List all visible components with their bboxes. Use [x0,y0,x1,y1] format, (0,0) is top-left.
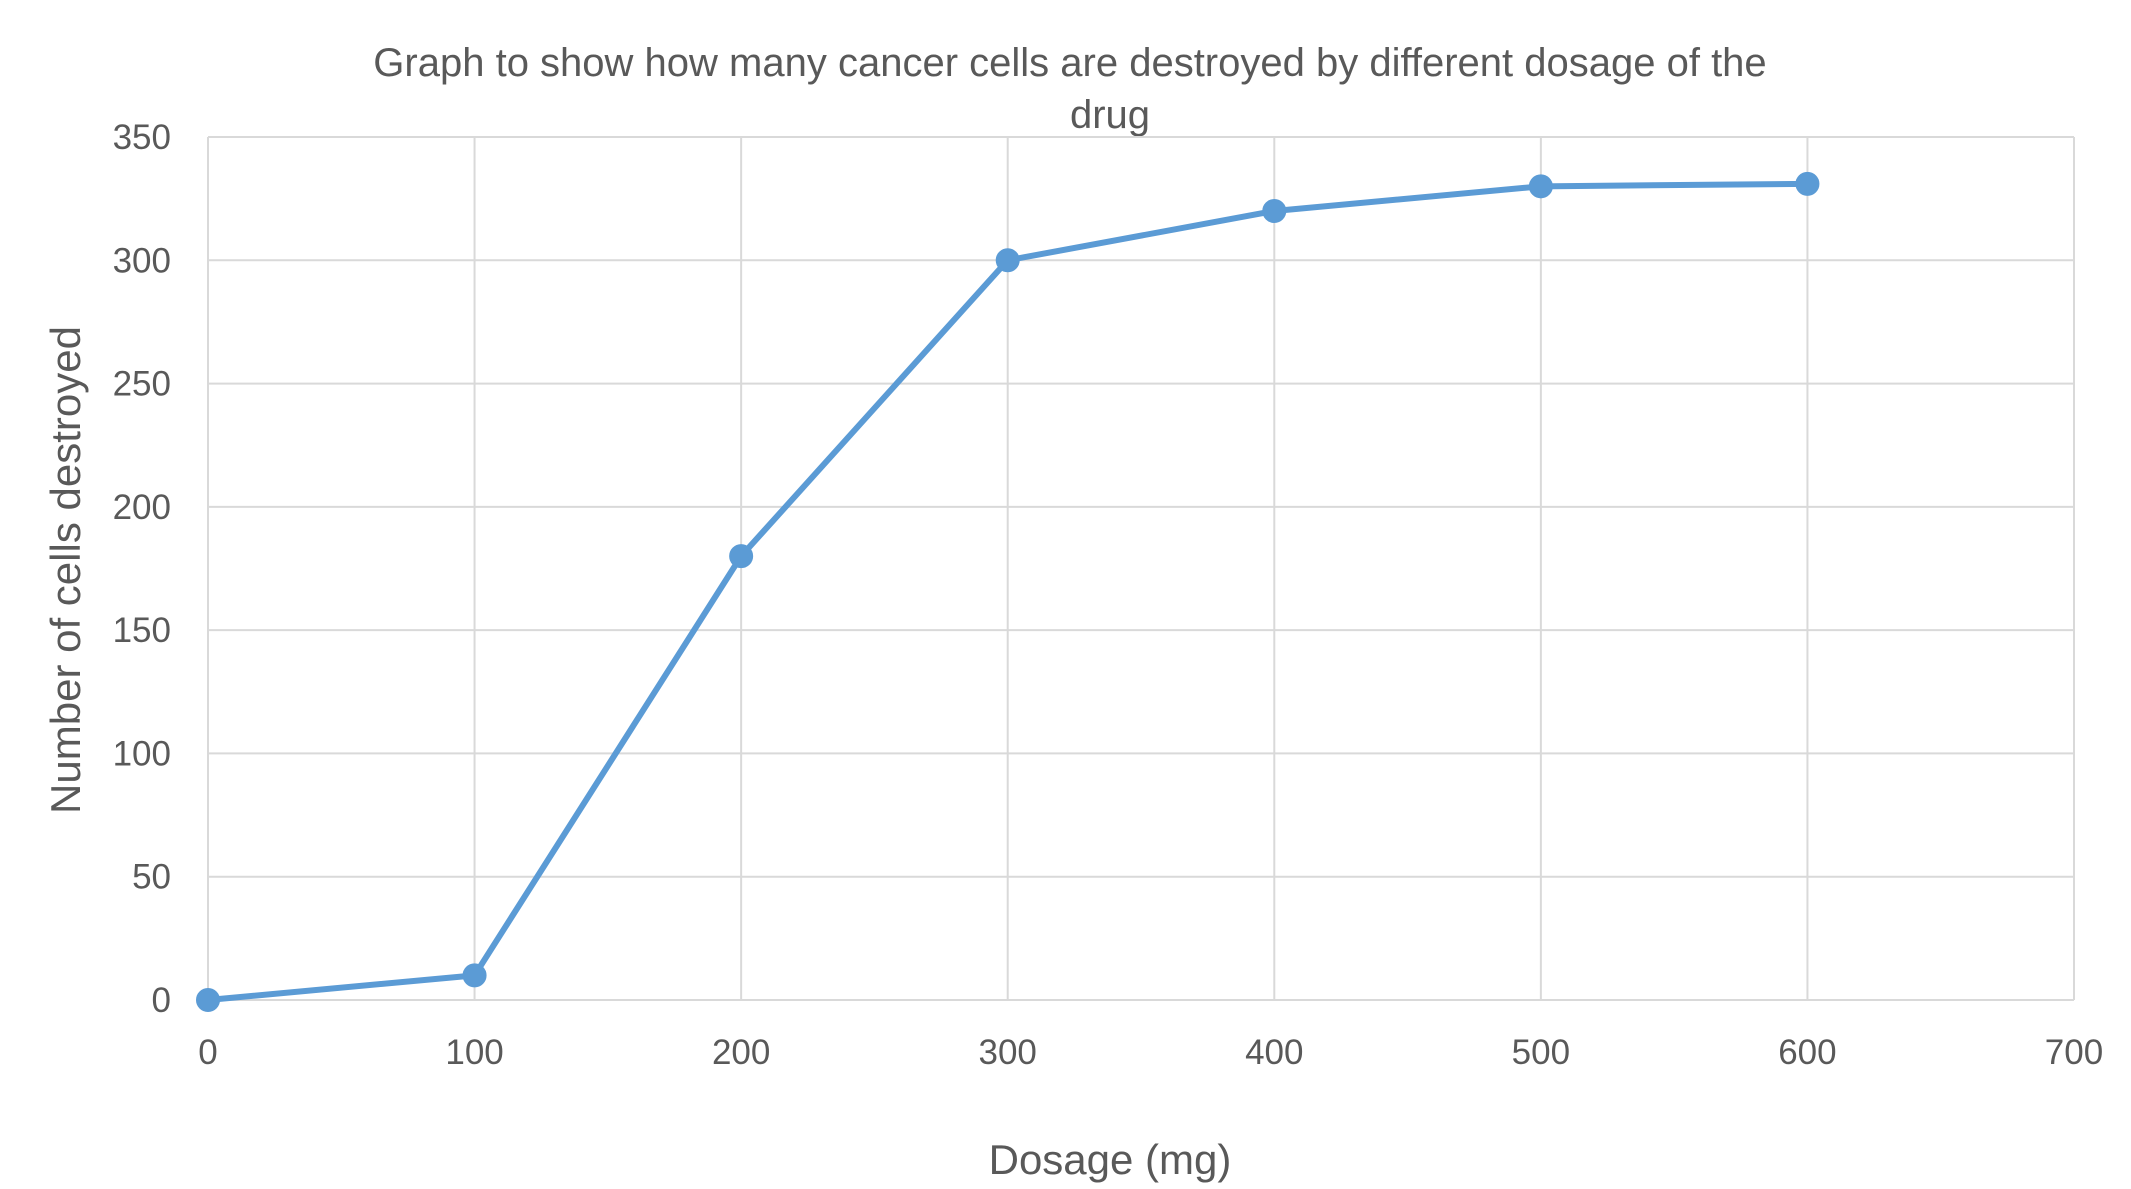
y-tick-label-200: 200 [113,488,171,527]
data-point-500 [1528,174,1553,199]
x-tick-label-300: 300 [979,1033,1037,1072]
x-tick-label-100: 100 [445,1033,503,1072]
data-series [196,171,1820,1012]
y-tick-label-150: 150 [113,611,171,650]
chart-title-line-2: drug [1070,93,1150,137]
data-point-0 [196,988,220,1012]
y-tick-label-250: 250 [113,365,171,404]
data-point-300 [995,248,1020,273]
y-axis-title: Number of cells destroyed [42,326,89,814]
chart-title-line-1: Graph to show how many cancer cells are … [373,41,1766,85]
x-tick-label-400: 400 [1245,1033,1303,1072]
x-tick-label-600: 600 [1778,1033,1836,1072]
x-axis-title: Dosage (mg) [989,1136,1232,1183]
y-tick-label-100: 100 [113,734,171,773]
tick-labels: 0 50 100 150 200 250 300 350 0 100 200 300 400 500 600… [113,118,2104,1072]
data-point-400 [1262,198,1287,223]
grid-lines [207,136,2075,1001]
data-point-100 [462,963,487,988]
y-tick-label-350: 350 [113,118,171,157]
y-tick-label-50: 50 [132,858,171,897]
x-tick-label-200: 200 [712,1033,770,1072]
x-tick-label-500: 500 [1512,1033,1570,1072]
data-point-600 [1795,171,1820,196]
data-point-200 [729,544,754,569]
x-tick-label-700: 700 [2045,1033,2103,1072]
y-tick-label-0: 0 [152,981,171,1020]
x-tick-label-0: 0 [198,1033,217,1072]
y-tick-label-300: 300 [113,241,171,280]
